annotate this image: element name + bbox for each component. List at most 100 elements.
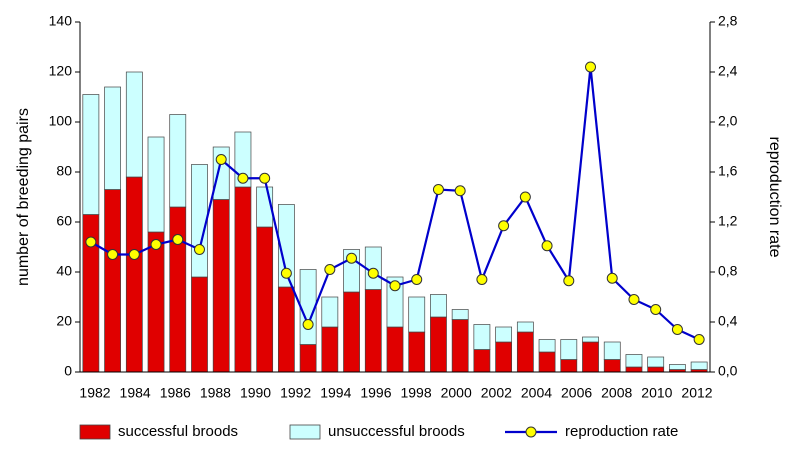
marker [259,172,271,184]
legend-label: unsuccessful broods [328,423,465,440]
bar [538,339,556,353]
marker [367,267,379,279]
y-tick-label: 140 [49,13,73,29]
y2-tick-label: 1,2 [718,213,738,229]
bar [408,331,426,373]
bar [582,336,599,343]
marker [346,252,358,264]
bar [364,289,382,373]
bar [647,356,665,368]
marker [389,280,401,292]
x-tick-label: 2000 [441,385,472,401]
bar [647,366,665,373]
marker [541,240,553,252]
y2-axis-title: reproduction rate [766,137,783,258]
bar [408,296,426,333]
legend-swatch [79,424,111,440]
bar [451,309,469,320]
bar [125,176,143,373]
bar [234,186,252,373]
y2-tick-label: 0,0 [718,363,738,379]
bar [82,94,100,215]
bar [538,351,556,373]
y2-tick-label: 2,8 [718,13,738,29]
x-tick-label: 1994 [320,385,351,401]
x-tick-label: 1986 [160,385,191,401]
y-tick-label: 60 [56,213,72,229]
bar [625,354,643,368]
x-tick-label: 1988 [200,385,231,401]
marker [585,61,597,73]
y-tick-label: 80 [56,163,72,179]
bar [690,361,708,370]
marker [693,334,705,345]
bar [321,326,339,373]
x-tick-label: 2006 [561,385,592,401]
marker [476,274,488,285]
y-tick-label: 120 [49,63,73,79]
marker [302,319,314,330]
y-axis-title: number of breeding pairs [15,108,32,286]
bar [516,321,534,333]
x-tick-label: 2010 [641,385,672,401]
legend-swatch [289,424,321,440]
y-tick-label: 100 [49,113,73,129]
marker [671,324,683,335]
bar [603,359,621,373]
bar [299,269,317,345]
marker [606,272,618,284]
y2-tick-label: 0,4 [718,313,738,329]
bar [669,364,686,370]
bar [582,341,599,373]
legend-label: successful broods [118,423,238,440]
y2-tick-label: 2,0 [718,113,738,129]
x-tick-label: 1996 [360,385,391,401]
x-tick-label: 1982 [79,385,110,401]
bar [277,286,295,373]
bar [104,189,121,373]
bar [495,341,513,373]
x-tick-label: 1998 [400,385,431,401]
marker [280,267,292,279]
marker [650,304,662,315]
bar [386,326,404,373]
marker [411,274,423,285]
marker [193,244,205,255]
bar [516,331,534,373]
legend-label: reproduction rate [565,423,678,440]
marker [150,239,162,250]
marker [454,185,466,197]
bar [212,199,230,373]
bar [256,226,274,373]
marker [172,234,184,245]
bar [277,204,295,288]
bar [430,294,447,318]
y2-tick-label: 1,6 [718,163,738,179]
bar [169,114,187,208]
marker [628,294,640,305]
bar [560,339,578,360]
y-tick-label: 40 [56,263,72,279]
marker [128,249,140,260]
x-tick-label: 1990 [240,385,271,401]
x-tick-label: 2004 [521,385,552,401]
bar [299,344,317,373]
bar [495,326,513,343]
marker [237,172,249,184]
y-tick-label: 0 [64,363,72,379]
y2-tick-label: 0,8 [718,263,738,279]
marker [563,275,575,287]
bar [125,71,143,178]
bar [147,231,165,373]
bar [451,319,469,373]
marker [519,191,531,203]
legend-marker [525,426,537,438]
y-tick-label: 20 [56,313,72,329]
y2-tick-label: 2,4 [718,63,738,79]
bar [147,136,165,233]
bar [169,206,187,373]
bar [560,359,578,373]
bar [191,276,208,373]
bar [473,349,491,373]
x-tick-label: 1992 [280,385,311,401]
